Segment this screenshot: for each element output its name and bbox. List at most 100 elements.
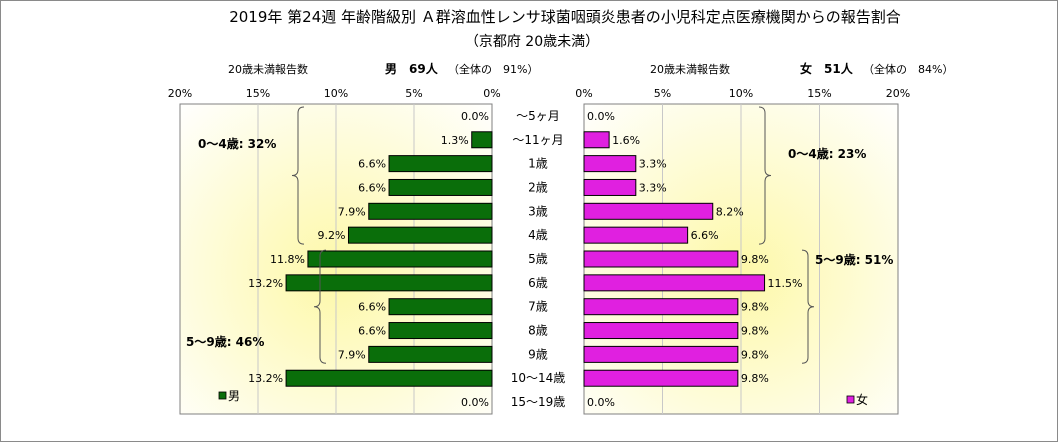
- male-data-label: 6.6%: [358, 158, 386, 171]
- female-bar: [583, 178, 637, 196]
- age-category-labels: ～5ヶ月 ～11ヶ月 1歳 2歳 3歳 4歳 5歳 6歳 7歳 8歳 9歳 10～14歳 15～19歳: [511, 109, 566, 409]
- female-bar: [583, 202, 714, 220]
- female-x-tick-label: 0%: [575, 87, 592, 100]
- male-bar: [347, 226, 493, 244]
- axis-ticks: 20% 15% 10% 5% 0% 0% 5% 10% 15% 20%: [168, 87, 910, 100]
- age-category-label: 8歳: [528, 324, 548, 338]
- female-group-label-0-4: 0～4歳: 23%: [788, 146, 866, 161]
- male-x-tick-label: 5%: [405, 87, 422, 100]
- male-bar: [388, 322, 493, 340]
- male-legend-label: 男: [228, 389, 240, 403]
- female-data-label: 8.2%: [716, 205, 744, 218]
- male-x-tick-label: 10%: [324, 87, 348, 100]
- female-bar: [583, 369, 739, 387]
- male-total: 男 69人: [385, 61, 439, 76]
- male-data-label: 7.9%: [338, 348, 366, 361]
- female-data-label: 0.0%: [587, 396, 615, 409]
- male-bar: [471, 131, 493, 149]
- male-data-label: 0.0%: [461, 396, 489, 409]
- female-legend-label: 女: [856, 392, 868, 407]
- male-bar: [368, 345, 493, 363]
- female-data-label: 3.3%: [639, 158, 667, 171]
- male-brace-0-4: [291, 106, 305, 245]
- male-share: （全体の 91%）: [448, 62, 538, 76]
- age-category-label: 1歳: [528, 157, 548, 171]
- female-data-label: 1.6%: [612, 134, 640, 147]
- age-category-label: ～5ヶ月: [516, 109, 560, 123]
- male-bar: [388, 155, 493, 173]
- female-count-label: 20歳未満報告数: [650, 63, 730, 76]
- age-category-label: 9歳: [528, 347, 548, 361]
- female-group-label-5-9: 5～9歳: 51%: [815, 252, 893, 267]
- female-share: （全体の 84%）: [863, 62, 953, 76]
- male-bar: [388, 178, 493, 196]
- male-bar: [285, 369, 493, 387]
- female-data-label: 3.3%: [639, 181, 667, 194]
- age-category-label: 7歳: [528, 300, 548, 314]
- female-legend-swatch: [846, 395, 855, 404]
- female-data-label: 6.6%: [691, 229, 719, 242]
- female-x-tick-label: 15%: [807, 87, 831, 100]
- male-data-label: 7.9%: [338, 205, 366, 218]
- group-braces: [291, 106, 815, 364]
- age-category-label: 15～19歳: [511, 395, 566, 409]
- male-group-label-0-4: 0～4歳: 32%: [198, 136, 276, 151]
- female-bar: [583, 345, 739, 363]
- female-data-label: 9.8%: [741, 253, 769, 266]
- female-total: 女 51人: [800, 61, 854, 76]
- female-data-label: 11.5%: [768, 277, 803, 290]
- female-data-label: 9.8%: [741, 301, 769, 314]
- male-data-label: 0.0%: [461, 110, 489, 123]
- female-data-label: 9.8%: [741, 372, 769, 385]
- female-data-label: 0.0%: [587, 110, 615, 123]
- female-data-label: 9.8%: [741, 325, 769, 338]
- male-data-label: 13.2%: [248, 277, 283, 290]
- age-category-label: 6歳: [528, 276, 548, 290]
- chart-subtitle: （京都府 20歳未満）: [465, 34, 599, 50]
- male-x-tick-label: 0%: [483, 87, 500, 100]
- female-brace-5-9: [801, 249, 815, 364]
- age-category-label: 10～14歳: [511, 371, 566, 385]
- age-category-label: ～11ヶ月: [512, 133, 563, 147]
- female-legend: 女: [846, 392, 868, 407]
- age-category-label: 4歳: [528, 228, 548, 242]
- female-bar: [583, 274, 766, 292]
- male-legend-swatch: [218, 391, 227, 400]
- data-labels: 0.0% 0.0% 1.3% 1.6% 6.6% 3.3% 6.6% 3.3% 7.9% 8.2%…: [248, 110, 802, 409]
- chart-title: 2019年 第24週 年齢階級別 Ａ群溶血性レンサ球菌咽頭炎患者の小児科定点医療…: [229, 8, 901, 26]
- male-data-label: 6.6%: [358, 181, 386, 194]
- male-x-tick-label: 15%: [246, 87, 270, 100]
- male-x-tick-label: 20%: [168, 87, 192, 100]
- male-bar: [307, 250, 493, 268]
- male-bar: [285, 274, 493, 292]
- male-data-label: 9.2%: [318, 229, 346, 242]
- age-category-label: 3歳: [528, 204, 548, 218]
- female-bar: [583, 131, 610, 149]
- female-bar: [583, 298, 739, 316]
- male-brace-5-9: [313, 249, 327, 364]
- female-bar: [583, 250, 739, 268]
- male-group-label-5-9: 5～9歳: 46%: [186, 334, 264, 349]
- female-bar: [583, 226, 689, 244]
- age-category-label: 2歳: [528, 180, 548, 194]
- female-x-tick-label: 5%: [654, 87, 671, 100]
- female-data-label: 9.8%: [741, 348, 769, 361]
- female-brace-0-4: [758, 106, 772, 245]
- male-data-label: 6.6%: [358, 325, 386, 338]
- male-legend: 男: [218, 389, 240, 403]
- female-bar: [583, 322, 739, 340]
- male-data-label: 11.8%: [270, 253, 305, 266]
- male-bar: [388, 298, 493, 316]
- female-x-tick-label: 10%: [729, 87, 753, 100]
- female-bar: [583, 155, 637, 173]
- male-count-label: 20歳未満報告数: [228, 63, 308, 76]
- age-category-label: 5歳: [528, 252, 548, 266]
- female-x-tick-label: 20%: [886, 87, 910, 100]
- male-bar: [368, 202, 493, 220]
- bars: [285, 131, 766, 387]
- male-data-label: 13.2%: [248, 372, 283, 385]
- male-data-label: 6.6%: [358, 301, 386, 314]
- male-data-label: 1.3%: [441, 134, 469, 147]
